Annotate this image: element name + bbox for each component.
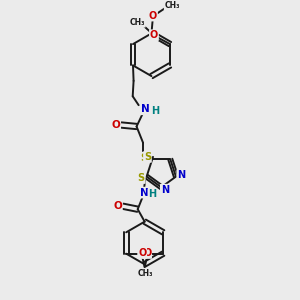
Text: O: O: [150, 30, 158, 40]
Text: N: N: [141, 104, 150, 114]
Text: O: O: [143, 248, 151, 258]
Text: H: H: [151, 106, 159, 116]
Text: O: O: [138, 248, 146, 258]
Text: O: O: [149, 11, 157, 21]
Text: CH₃: CH₃: [136, 269, 152, 278]
Text: N: N: [161, 184, 169, 195]
Text: CH₃: CH₃: [130, 18, 145, 27]
Text: H: H: [148, 189, 157, 200]
Text: O: O: [111, 120, 120, 130]
Text: S: S: [138, 173, 145, 183]
Text: N: N: [140, 188, 148, 198]
Text: CH₃: CH₃: [137, 269, 153, 278]
Text: S: S: [140, 153, 147, 163]
Text: O: O: [113, 201, 122, 211]
Text: CH₃: CH₃: [164, 1, 180, 10]
Text: N: N: [177, 170, 185, 180]
Text: S: S: [144, 152, 151, 162]
